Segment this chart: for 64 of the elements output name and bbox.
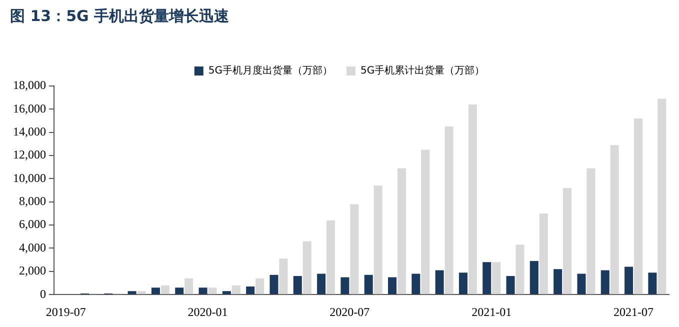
x-tick-label: 2020-07 — [330, 304, 370, 319]
x-tick-label: 2020-01 — [188, 304, 228, 319]
bar — [137, 291, 146, 294]
y-tick-label: 0 — [40, 286, 46, 301]
bar — [492, 262, 501, 294]
bar — [293, 276, 302, 294]
bar — [421, 150, 430, 294]
bar — [160, 285, 170, 294]
bar — [388, 277, 397, 294]
bar — [624, 266, 634, 294]
bar — [610, 145, 619, 294]
bar — [151, 288, 160, 294]
bar — [246, 286, 255, 294]
bar — [506, 276, 515, 294]
bar — [554, 269, 562, 294]
chart-title: 图 13：5G 手机出货量增长迅速 — [10, 6, 230, 25]
bar — [222, 291, 231, 294]
bar — [374, 186, 382, 294]
x-tick-label: 2021-07 — [614, 304, 654, 319]
bar — [634, 118, 643, 294]
bar — [326, 220, 336, 294]
bar — [435, 270, 444, 294]
x-tick-label: 2021-01 — [472, 304, 512, 319]
bar — [232, 285, 240, 294]
bar — [444, 126, 454, 294]
bar — [482, 262, 492, 294]
y-tick-label: 8,000 — [19, 194, 46, 208]
y-tick-label: 18,000 — [13, 78, 46, 92]
bar — [340, 277, 350, 294]
bar — [658, 98, 666, 294]
bar — [539, 213, 548, 294]
bar — [397, 168, 406, 294]
bar — [256, 278, 264, 294]
bar — [350, 204, 359, 294]
y-tick-label: 16,000 — [13, 101, 46, 116]
bar — [586, 168, 596, 294]
y-tick-label: 6,000 — [19, 217, 46, 232]
x-tick-label: 2019-07 — [46, 304, 86, 319]
bar — [184, 278, 194, 294]
y-tick-label: 2,000 — [19, 264, 46, 278]
bar — [175, 288, 184, 294]
bar — [458, 272, 468, 294]
bar — [208, 288, 217, 294]
bar — [530, 260, 538, 294]
bar — [279, 258, 288, 294]
bar — [577, 274, 586, 294]
y-tick-label: 14,000 — [13, 124, 46, 139]
y-tick-label: 10,000 — [13, 170, 46, 185]
bar — [198, 288, 208, 294]
y-tick-label: 12,000 — [13, 148, 46, 162]
bar — [317, 274, 326, 294]
bar — [516, 244, 524, 294]
bar — [563, 188, 572, 294]
legend-label: 5G手机累计出货量（万部） — [360, 64, 485, 77]
bar — [128, 291, 136, 294]
bar — [412, 274, 420, 294]
bar — [302, 241, 312, 294]
bar — [468, 104, 477, 294]
bar — [270, 274, 278, 294]
legend-label: 5G手机月度出货量（万部） — [208, 64, 333, 77]
bar — [600, 270, 610, 294]
bar — [648, 272, 657, 294]
y-tick-label: 4,000 — [19, 240, 46, 254]
bar — [364, 274, 373, 294]
